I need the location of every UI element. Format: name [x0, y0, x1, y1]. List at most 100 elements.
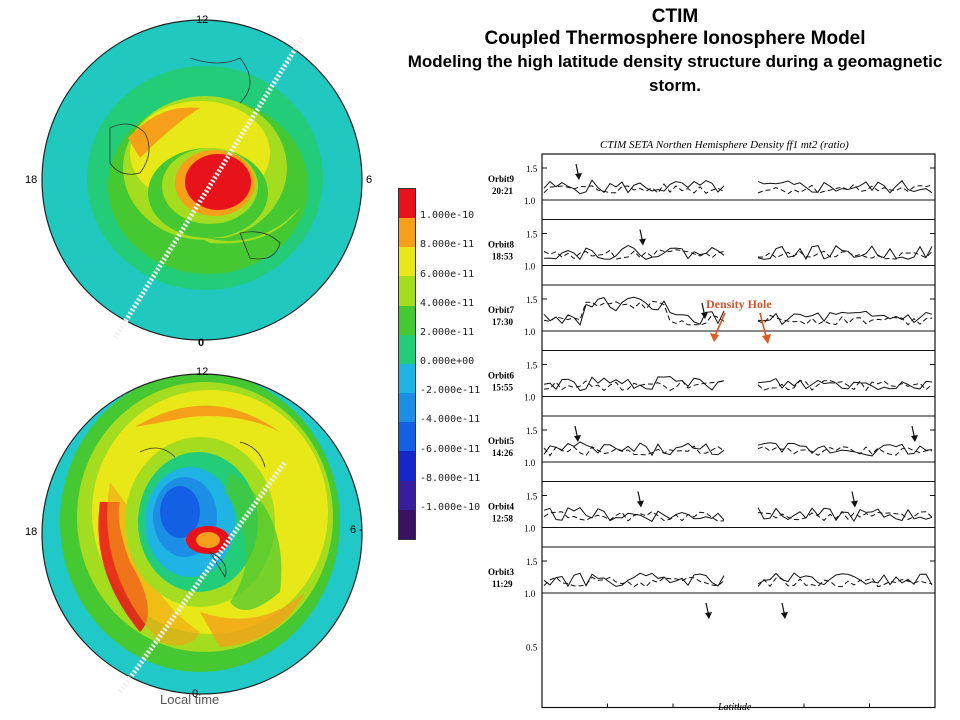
orbit-label: Orbit3: [488, 567, 514, 577]
y-tick-label: 1.0: [524, 589, 536, 599]
x-tick-label: 60.0000: [786, 714, 816, 716]
density-hole-label: Density Hole: [706, 297, 772, 311]
event-arrowhead: [911, 435, 918, 442]
colorbar-label: 8.000e-11: [420, 239, 475, 251]
orbit-time: 14:26: [492, 448, 513, 458]
model-curve-solid: [543, 179, 725, 195]
colorbar-swatch: [399, 218, 415, 248]
orbit-label: Orbit4: [488, 502, 514, 512]
model-curve-solid: [757, 507, 933, 523]
colorbar-swatch: [399, 451, 415, 481]
plot-frame: [541, 153, 936, 709]
x-tick-label: 30.0000: [852, 714, 882, 716]
model-curve-dashed: [543, 576, 725, 588]
model-curve-dashed: [757, 577, 933, 588]
polar-map-density-bottom: [41, 373, 363, 695]
orbit-panels: 1.5 1.0 Orbit9 20:21 1.5 1.0 Orbit8 18:53 1.5 1.0…: [488, 153, 936, 709]
colorbar-swatch: [399, 276, 415, 306]
event-arrowhead: [851, 500, 858, 508]
orbit-time: 17:30: [492, 317, 513, 327]
model-curve-dashed: [543, 183, 725, 194]
event-arrowhead: [781, 612, 788, 619]
top-map-label-18: 18: [25, 174, 38, 186]
colorbar-swatch: [399, 422, 415, 452]
x-tick-label: 0.0: [917, 714, 929, 716]
y-tick-label: 1.0: [524, 458, 536, 468]
colorbar-label: -1.000e-10: [420, 501, 481, 513]
top-map-label-6: 6: [366, 174, 373, 186]
title-block: CTIM Coupled Thermosphere Ionosphere Mod…: [395, 6, 955, 98]
colorbar-swatch: [399, 480, 415, 510]
orbit-time: 18:53: [492, 252, 513, 262]
colorbar-swatch: [399, 247, 415, 277]
y-tick-label: 0.5: [526, 643, 538, 653]
model-curve-solid: [543, 441, 725, 457]
event-arrowhead: [705, 612, 712, 619]
colorbar-swatch: [399, 393, 415, 423]
event-arrowhead: [574, 435, 581, 442]
y-tick-label: 1.5: [526, 230, 538, 240]
model-curve-solid: [757, 310, 933, 326]
event-arrowhead: [637, 500, 644, 508]
model-curve-solid: [543, 506, 725, 522]
title-model-name: Coupled Thermosphere Ionosphere Model: [484, 28, 866, 49]
model-curve-dashed: [543, 379, 725, 392]
y-tick-label: 1.5: [526, 361, 538, 371]
colorbar-label: 1.000e-10: [420, 210, 475, 222]
orbit-time: 20:21: [492, 186, 513, 196]
top-map-label-0: 0: [198, 337, 205, 349]
y-tick-label: 1.5: [526, 164, 538, 174]
model-curve-solid: [757, 572, 933, 586]
colorbar-label: -4.000e-11: [420, 414, 481, 426]
colorbar-label: 4.000e-11: [420, 297, 475, 309]
colorbar-label: -6.000e-11: [420, 443, 481, 455]
model-curve-dashed: [757, 314, 933, 326]
y-tick-label: 1.0: [524, 196, 536, 206]
colorbar-swatch: [399, 189, 415, 219]
bottom-map-label-18: 18: [25, 526, 38, 538]
x-tick-label: 30.0000: [590, 714, 620, 716]
orbit-time: 11:29: [492, 579, 513, 589]
y-tick-label: 1.5: [526, 295, 538, 305]
title-ctim: CTIM: [651, 6, 699, 27]
colorbar-label: -8.000e-11: [420, 472, 481, 484]
model-curve-dashed: [757, 250, 933, 260]
orbit-label: Orbit9: [488, 174, 514, 184]
model-curve-solid: [543, 375, 725, 392]
model-curve-dashed: [543, 249, 725, 260]
model-curve-solid: [543, 572, 725, 587]
y-tick-label: 1.5: [526, 557, 538, 567]
y-tick-label: 1.0: [524, 524, 536, 534]
colorbar-label: -2.000e-11: [420, 385, 481, 397]
title-subtitle: Modeling the high latitude density struc…: [407, 52, 943, 95]
orbit-label: Orbit8: [488, 240, 514, 250]
polar-map-density-top: [41, 19, 363, 341]
colorbar-swatch: [399, 334, 415, 364]
model-curve-dashed: [757, 510, 933, 522]
bottom-map-label-12: 12: [196, 366, 209, 378]
density-hole-annotation: Density Hole: [706, 297, 772, 344]
colorbar-label: 6.000e-11: [420, 268, 475, 280]
orbit-label: Orbit6: [488, 371, 514, 381]
density-colorbar: [398, 188, 416, 540]
colorbar-label: 2.000e-11: [420, 326, 475, 338]
model-curve-dashed: [543, 300, 725, 326]
colorbar-swatch: [399, 305, 415, 335]
x-tick-label: 90.0000: [721, 714, 751, 716]
model-curve-solid: [757, 377, 933, 391]
model-curve-dashed: [757, 446, 933, 456]
y-tick-label: 1.5: [526, 426, 538, 436]
colorbar-swatch: [399, 363, 415, 394]
top-map-label-12: 12: [196, 14, 209, 26]
local-time-label: Local time: [160, 692, 220, 707]
model-curve-solid: [757, 245, 933, 261]
y-tick-label: 1.0: [524, 327, 536, 337]
event-arrowhead: [575, 173, 582, 180]
model-curve-solid: [757, 180, 933, 194]
orbit-label: Orbit5: [488, 436, 514, 446]
orbit-time: 12:58: [492, 514, 513, 524]
y-tick-label: 1.0: [524, 393, 536, 403]
x-axis-label: Latitude: [717, 702, 752, 713]
colorbar-label: 0.000e+00: [420, 356, 475, 367]
model-curve-dashed: [757, 183, 933, 195]
